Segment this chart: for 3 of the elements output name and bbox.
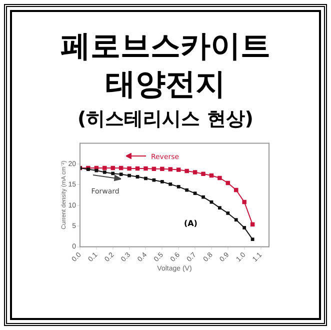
annotation: (A) (184, 219, 198, 228)
chart-title: 페로브스카이트 태양전지 (50, 28, 281, 104)
chart-subtitle: (히스테리시스 현상) (76, 107, 254, 132)
